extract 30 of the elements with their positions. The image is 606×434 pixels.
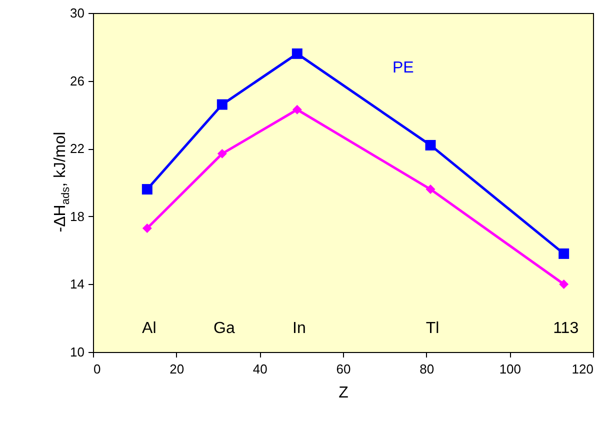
- text: PE: [392, 60, 414, 77]
- point: [558, 248, 570, 259]
- y-tick-label: 22: [70, 141, 84, 156]
- annotation: Ga: [213, 320, 235, 337]
- point: [559, 279, 569, 289]
- x-tick-label: 60: [336, 362, 351, 376]
- point: [292, 104, 302, 114]
- x-tick-label: 80: [420, 362, 434, 376]
- point: [425, 140, 436, 150]
- y-tick-label: 14: [70, 276, 84, 292]
- x-axis-title: Z: [338, 384, 349, 402]
- annotation: 113: [553, 320, 579, 337]
- point: [142, 184, 152, 195]
- x-tick-label: 0: [94, 362, 101, 376]
- annotation: Tl: [426, 320, 440, 337]
- y-tick-label: 18: [70, 208, 84, 224]
- x-tick-label: 120: [572, 362, 594, 376]
- point: [216, 99, 228, 110]
- x-tick-label: 20: [170, 362, 184, 376]
- annotation: Al: [142, 320, 156, 337]
- x-tick-label: 40: [252, 362, 268, 376]
- y-tick-label: 30: [70, 6, 84, 20]
- point: [142, 224, 152, 234]
- point: [217, 148, 227, 158]
- point: [292, 48, 302, 59]
- x-tick-label: 100: [499, 362, 522, 376]
- y-tick-label: 10: [70, 344, 84, 360]
- point: [426, 184, 436, 194]
- y-tick-label: 26: [70, 73, 84, 88]
- annotation: In: [292, 320, 306, 337]
